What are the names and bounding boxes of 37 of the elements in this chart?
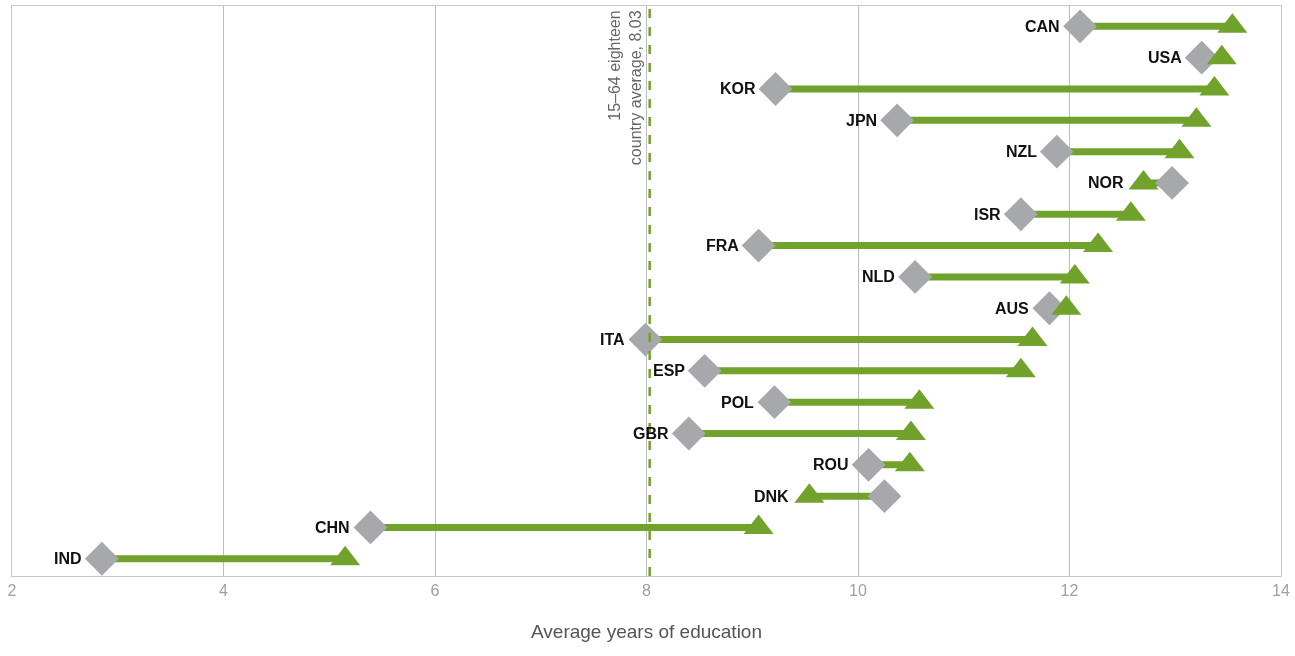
point xyxy=(851,447,886,482)
y-tick-label: IND xyxy=(54,550,82,567)
point xyxy=(741,228,776,263)
y-tick-label: KOR xyxy=(720,80,756,97)
y-tick-label: JPN xyxy=(846,112,878,129)
y-tick-label: AUS xyxy=(995,300,1030,317)
x-tick-label: 4 xyxy=(219,582,229,600)
y-tick-label: CAN xyxy=(1025,18,1060,35)
y-tick-label: NLD xyxy=(862,268,895,285)
y-tick-label: GBR xyxy=(633,425,669,442)
x-tick-label: 2 xyxy=(7,582,17,600)
x-tick-label: 6 xyxy=(430,582,440,600)
y-tick-label: ESP xyxy=(653,362,686,379)
y-tick-label: FRA xyxy=(706,237,740,254)
point xyxy=(898,260,933,294)
y-tick-label: ROU xyxy=(813,456,849,473)
ref-line-label: 15–64 eighteen country average, 8.03 xyxy=(606,10,644,166)
y-tick-label: NZL xyxy=(1006,143,1038,160)
x-tick-label: 14 xyxy=(1272,582,1290,600)
point xyxy=(880,103,915,138)
x-tick-label: 12 xyxy=(1060,582,1079,600)
x-tick-label: 8 xyxy=(642,582,652,600)
y-tick-label: ITA xyxy=(600,331,626,348)
point xyxy=(1063,9,1097,44)
point xyxy=(1155,166,1189,200)
point xyxy=(1039,134,1074,169)
y-tick-label: POL xyxy=(721,394,755,411)
y-tick-label: DNK xyxy=(754,488,790,505)
y-tick-label: ISR xyxy=(974,206,1002,223)
point xyxy=(628,322,663,357)
point xyxy=(687,353,722,388)
y-tick-label: CHN xyxy=(315,519,350,536)
x-axis-title: Average years of education xyxy=(531,621,762,642)
y-tick-label: NOR xyxy=(1088,174,1124,191)
y-tick-label: USA xyxy=(1148,49,1183,66)
point xyxy=(758,72,793,106)
x-tick-label: 10 xyxy=(849,582,867,600)
